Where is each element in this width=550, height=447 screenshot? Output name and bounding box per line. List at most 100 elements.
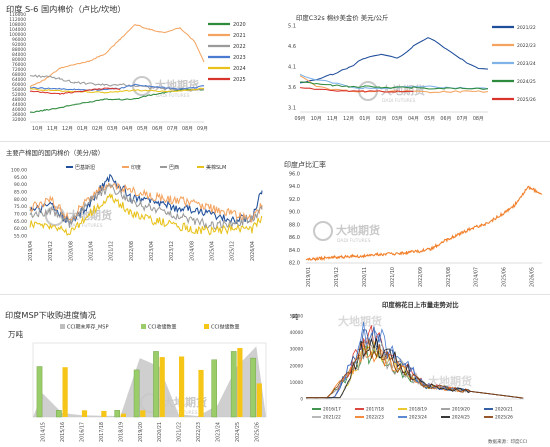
series-line [29, 88, 204, 114]
y-tick-label: 85.00 [14, 190, 27, 196]
x-tick-label: 2021/04 [89, 241, 95, 261]
panel-india-yarn-price: 印度C32s 棉纱美金价 美元/公斤 3.1 3.6 4.1 4.6 5.1 09月 10月… [278, 0, 550, 140]
series-line [29, 181, 263, 223]
legend-label: 2025 [233, 77, 246, 83]
x-tick-label: 2021/10 [390, 267, 396, 287]
series-line [299, 37, 489, 84]
series-line [299, 87, 414, 93]
area-series [33, 346, 266, 417]
x-tick-label: 2023/24 [215, 422, 221, 442]
y-tick-label: 3.6 [288, 85, 296, 91]
x-tick-label: 2025/06 [502, 267, 508, 287]
x-tick-label: 2019/12 [334, 267, 340, 287]
bar [114, 410, 120, 418]
x-tick-label: 2014/15 [41, 422, 47, 442]
x-tick-label: 2023/12 [169, 241, 175, 261]
x-tick-label: 2025/04 [210, 241, 216, 261]
legend-label: CCI抛储数量 [211, 324, 239, 331]
x-tick-label: 2025/26 [254, 422, 260, 442]
chart-india-yarn-price: 3.1 3.6 4.1 4.6 5.1 09月 10月 11月 12月 01月 02月 03月 04月 0… [288, 24, 536, 122]
series-line [29, 192, 263, 237]
y-tick-label: 40000 [12, 107, 26, 113]
x-tick-label: 08月 [182, 126, 193, 132]
x-tick-label: 2019/20 [138, 422, 144, 442]
x-tick-label: 2016/17 [80, 422, 86, 442]
y-tick-label: 112000 [9, 17, 26, 23]
y-tick-label: 86.0 [289, 235, 300, 241]
x-tick-label: 05月 [137, 126, 148, 132]
y-tick-label: 48000 [12, 97, 26, 103]
bar [62, 367, 68, 417]
legend-label: 2025/26 [495, 415, 513, 421]
legend-label: 2022 [233, 44, 246, 50]
bar [179, 356, 185, 417]
bar [56, 410, 62, 418]
watermark-brand-en: DADI FUTURES [382, 98, 416, 104]
x-tick-label: 01月 [359, 116, 370, 122]
y-tick-label: 80.00 [14, 197, 27, 203]
series-line [29, 74, 205, 92]
x-tick-label: 2020/21 [157, 422, 163, 442]
legend-swatch [204, 324, 209, 329]
x-tick-label: 2022/09 [418, 267, 424, 287]
y-tick-label: 60000 [12, 82, 26, 88]
x-tick-label: 06月 [152, 126, 163, 132]
y-tick-label: 94.0 [289, 184, 300, 190]
panel-india-s6-price: 印度 S-6 国内棉价（卢比/坎地） 32000 36000 40000 44000 4… [0, 0, 272, 140]
bar [198, 369, 204, 417]
panel-title: 主要产棉国的国内棉价（美分/磅） [6, 149, 105, 157]
y-tick-label: 32000 [12, 117, 26, 123]
y-tick-label: 56000 [12, 87, 26, 93]
x-tick-label: 2026/04 [250, 241, 256, 261]
bar [153, 351, 159, 418]
x-tick-label: 09月 [295, 116, 306, 122]
x-tick-label: 2018/19 [118, 422, 124, 442]
panel-title: 印度 S-6 国内棉价（卢比/坎地） [6, 4, 126, 14]
x-tick-label: 2015/16 [60, 422, 66, 442]
y-tick-label: 4.1 [288, 65, 296, 71]
x-tick-label: 02月 [92, 126, 103, 132]
y-tick-label: 68000 [12, 72, 26, 78]
series-line [30, 87, 121, 95]
series-line [29, 182, 263, 230]
watermark-brand: 大地期货 [338, 314, 382, 328]
y-tick-label: 10000 [290, 380, 304, 385]
x-tick-label: 2024/08 [189, 241, 195, 261]
legend-label: 2020 [233, 22, 246, 28]
x-tick-label: 06月 [440, 116, 451, 122]
y-tick-label: 0 [300, 397, 303, 402]
x-tick-label: 03月 [392, 116, 403, 122]
x-tick-label: 11月 [327, 116, 338, 122]
panel-major-producer-price: 主要产棉国的国内棉价（美分/磅） 55.00 60.00 65.00 70.00 75.… [0, 143, 272, 293]
panel-title: 印度MSP下收购进度情况 [5, 310, 96, 320]
y-tick-label: 75.00 [14, 204, 27, 210]
x-tick-label: 2021/22 [177, 422, 183, 442]
x-tick-label: 2020/08 [68, 241, 74, 261]
bar [256, 383, 262, 417]
legend-label: 2017/18 [366, 407, 384, 413]
unit-label: 吨 [292, 313, 299, 321]
watermark-logo [140, 393, 160, 413]
legend-label: 印度 [131, 164, 141, 171]
x-tick-label: 02月 [376, 116, 387, 122]
y-tick-label: 84.0 [289, 248, 300, 254]
y-tick-label: 65.00 [14, 219, 27, 225]
legend-label: 2023/24 [409, 415, 427, 421]
source-note: 数据来源：印度CCI [488, 440, 528, 445]
x-tick-label: 07月 [457, 116, 468, 122]
series-line [29, 24, 205, 88]
y-tick-label: 4.6 [288, 44, 296, 50]
y-tick-label: 36000 [12, 112, 26, 118]
panel-daily-arrivals: 印度棉花日上市量走势对比 吨 0 10000 20000 30000 40000 5000… [278, 295, 550, 447]
series-line [29, 87, 205, 94]
legend-label: 2023 [233, 55, 246, 61]
x-tick-label: 2024/25 [235, 422, 241, 442]
bar [81, 410, 88, 417]
x-tick-label: 2019/01 [306, 267, 312, 287]
y-tick-label: 3.1 [288, 105, 296, 111]
panel-inr-fx: 印度卢比汇率 82.0 84.0 86.0 88.0 90.0 92.0 94.0 96.0 2… [278, 143, 550, 293]
legend-swatch [60, 324, 65, 329]
divider [0, 294, 550, 295]
bar [36, 366, 43, 418]
